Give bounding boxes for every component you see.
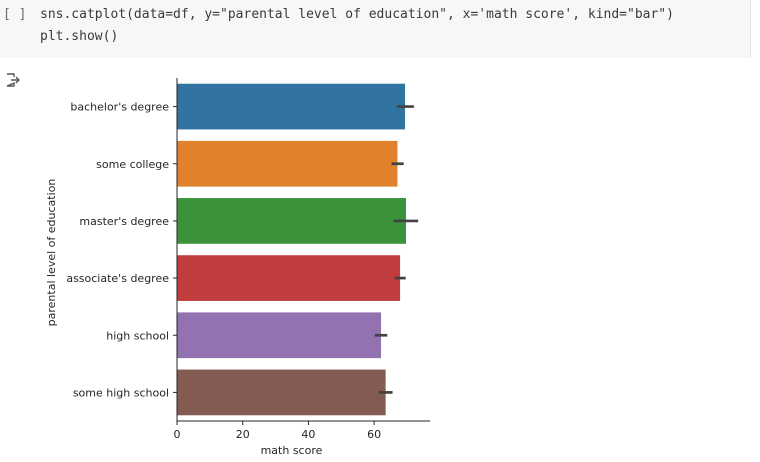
x-tick-label: 0 (174, 428, 181, 441)
y-tick-label: bachelor's degree (70, 101, 169, 114)
x-tick-label: 60 (367, 428, 381, 441)
bar (177, 140, 398, 187)
code-editor[interactable]: [ ] sns.catplot(data=df, y="parental lev… (0, 0, 751, 58)
run-cell-button[interactable]: [ ] (3, 7, 27, 22)
y-tick-label: associate's degree (66, 272, 169, 285)
y-axis-label: parental level of education (45, 179, 58, 327)
x-tick-label: 20 (236, 428, 250, 441)
bar (177, 83, 406, 130)
bar (177, 369, 386, 416)
bar (177, 198, 407, 244)
y-tick-label: some high school (73, 386, 169, 399)
y-tick-label: some college (96, 158, 169, 171)
bar-chart: bachelor's degree some college master's de… (45, 78, 430, 457)
x-axis-label: math score (261, 444, 323, 457)
chart-output: bachelor's degree some college master's de… (0, 60, 760, 462)
y-tick-label: high school (106, 329, 169, 342)
bar (177, 255, 401, 301)
code-line[interactable]: plt.show() (40, 29, 119, 44)
output-redirect-icon[interactable] (5, 72, 21, 88)
code-line[interactable]: sns.catplot(data=df, y="parental level o… (40, 7, 674, 22)
y-tick-label: master's degree (79, 215, 169, 228)
bar (177, 312, 382, 359)
x-tick-label: 40 (301, 428, 315, 441)
